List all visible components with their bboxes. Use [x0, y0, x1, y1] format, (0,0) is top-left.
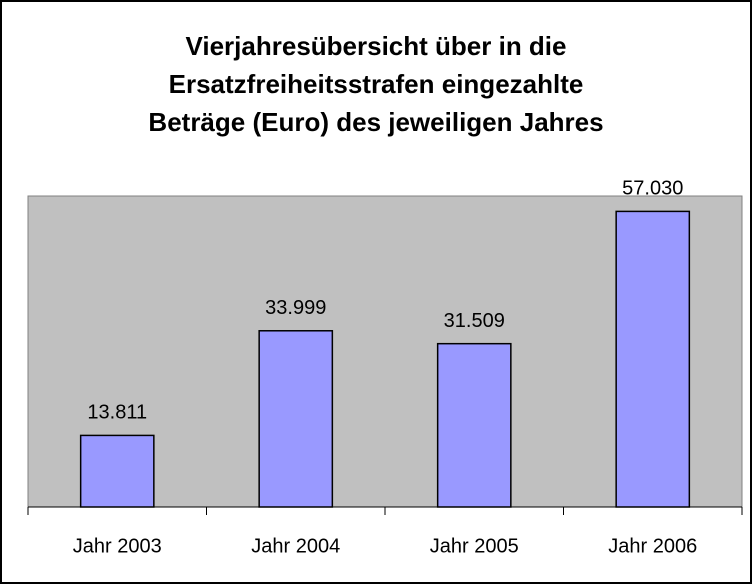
value-label: 33.999	[265, 297, 326, 319]
x-tick-label: Jahr 2004	[251, 535, 340, 557]
x-tick-label: Jahr 2005	[430, 535, 519, 557]
chart-title: Beträge (Euro) des jeweiligen Jahres	[148, 107, 603, 137]
chart-title: Vierjahresübersicht über in die	[186, 31, 567, 61]
value-label: 13.811	[87, 402, 147, 424]
x-tick-label: Jahr 2003	[73, 535, 162, 557]
bar	[615, 210, 691, 508]
bar	[258, 330, 334, 508]
value-label: 57.030	[622, 178, 683, 200]
value-label: 31.509	[444, 310, 505, 332]
bar	[436, 342, 512, 508]
bar	[79, 434, 155, 508]
chart-title: Ersatzfreiheitsstrafen eingezahlte	[169, 69, 584, 99]
x-tick-label: Jahr 2006	[608, 535, 697, 557]
